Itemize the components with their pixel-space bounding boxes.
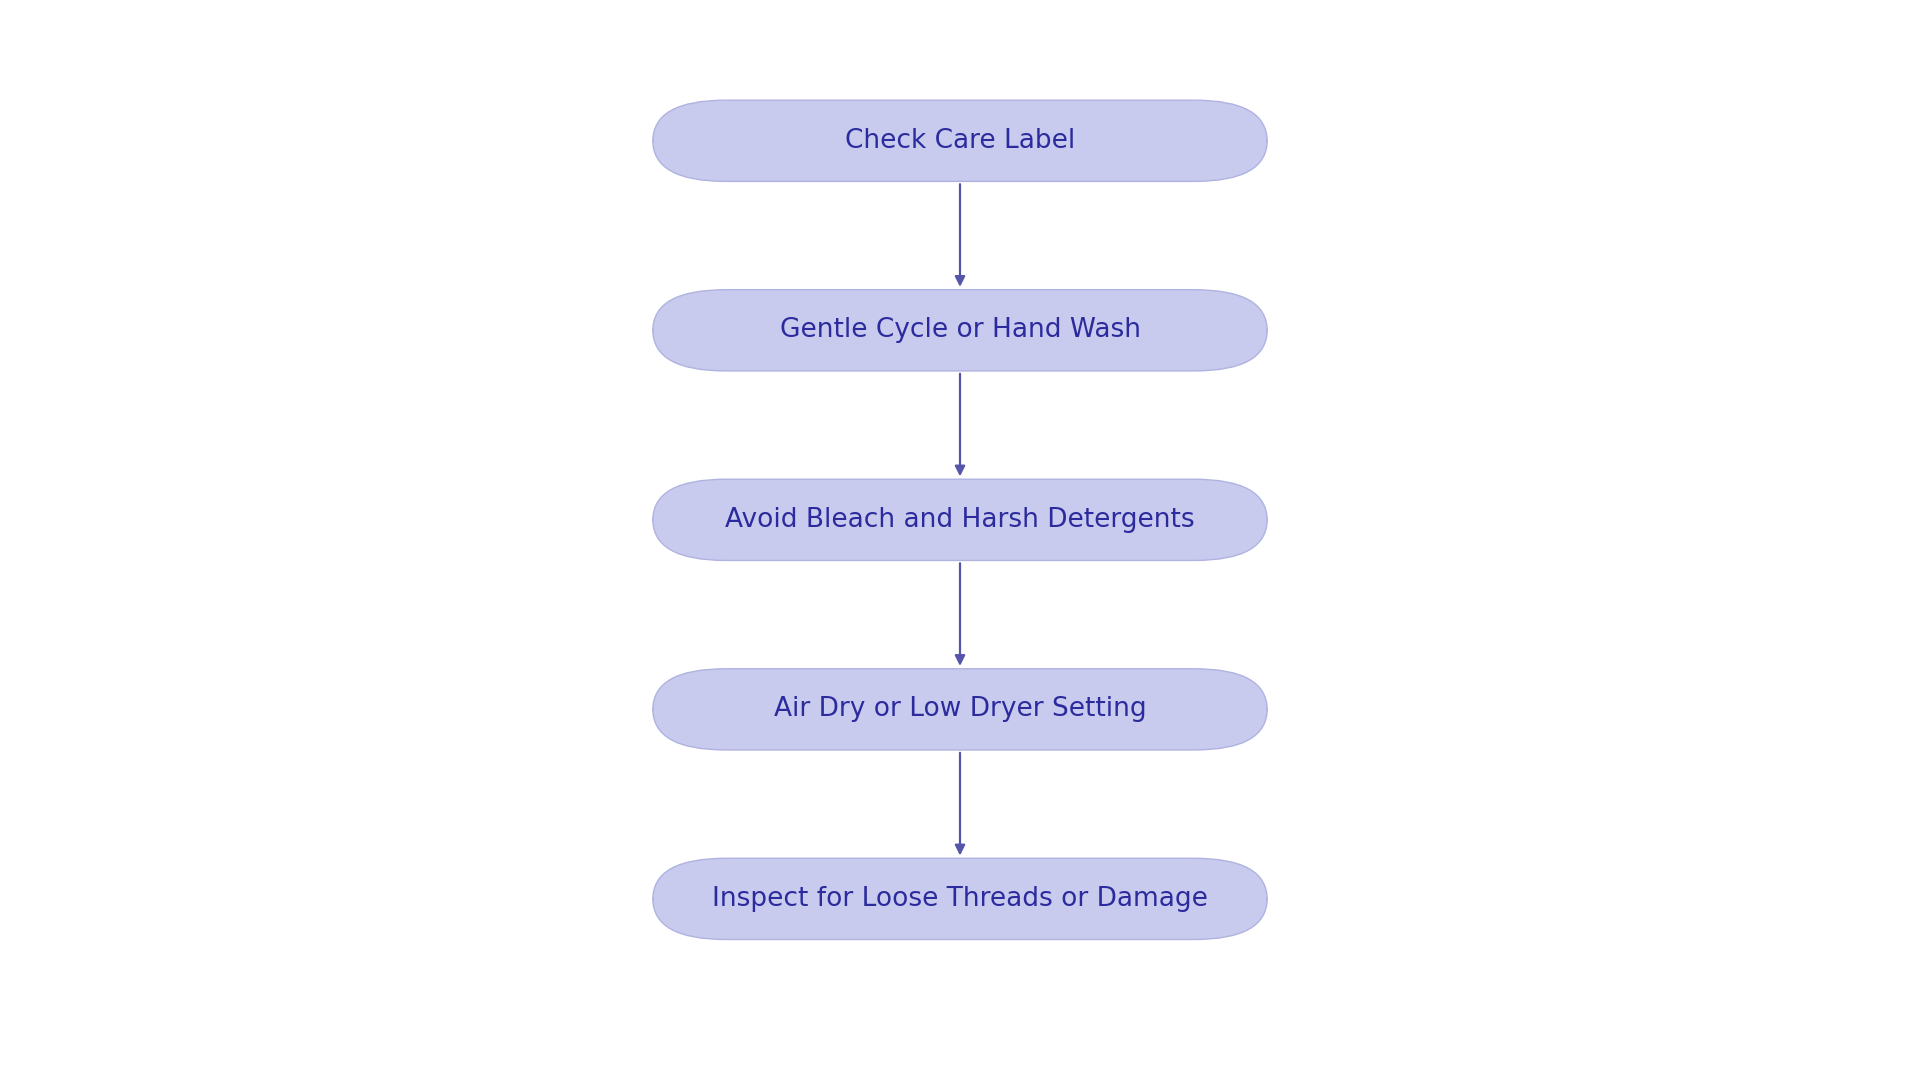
Text: Gentle Cycle or Hand Wash: Gentle Cycle or Hand Wash bbox=[780, 317, 1140, 343]
FancyBboxPatch shape bbox=[653, 479, 1267, 561]
Text: Check Care Label: Check Care Label bbox=[845, 128, 1075, 154]
FancyBboxPatch shape bbox=[653, 668, 1267, 749]
Text: Inspect for Loose Threads or Damage: Inspect for Loose Threads or Damage bbox=[712, 886, 1208, 912]
Text: Air Dry or Low Dryer Setting: Air Dry or Low Dryer Setting bbox=[774, 696, 1146, 722]
Text: Avoid Bleach and Harsh Detergents: Avoid Bleach and Harsh Detergents bbox=[726, 507, 1194, 533]
FancyBboxPatch shape bbox=[653, 101, 1267, 182]
FancyBboxPatch shape bbox=[653, 858, 1267, 939]
FancyBboxPatch shape bbox=[653, 289, 1267, 370]
